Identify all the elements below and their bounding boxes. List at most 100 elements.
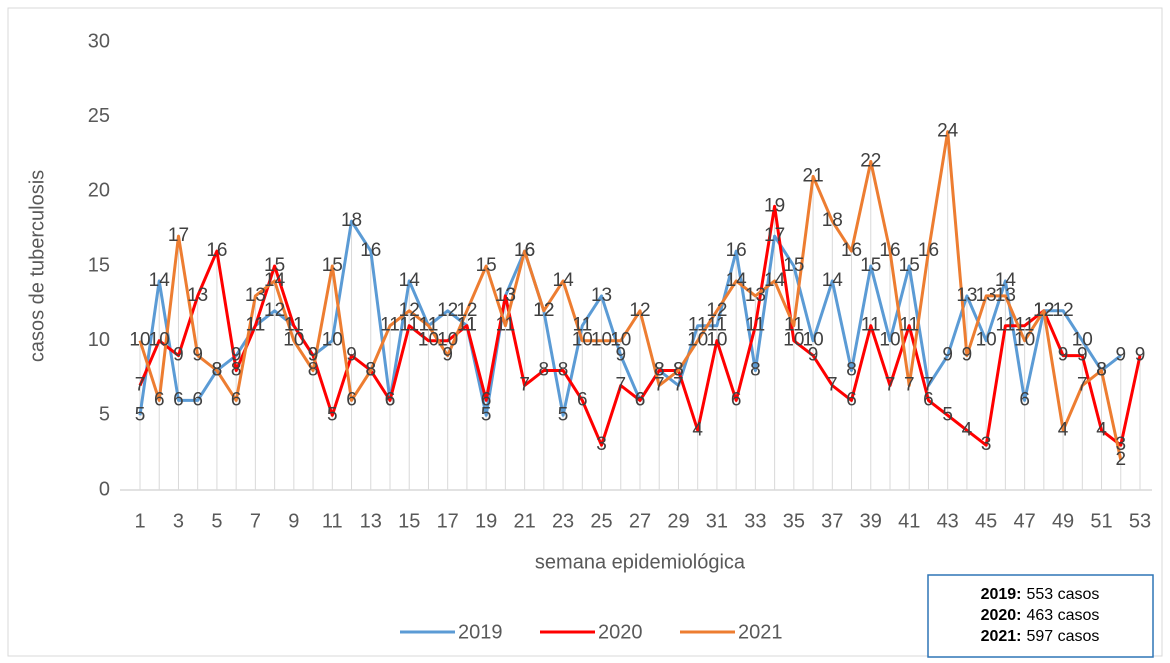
data-label: 11 <box>496 315 516 336</box>
data-label: 12 <box>629 300 650 321</box>
data-label: 12 <box>1033 300 1054 321</box>
y-tick-label: 15 <box>88 254 110 276</box>
legend-label: 2020 <box>598 621 643 643</box>
data-label: 12 <box>1033 300 1054 321</box>
data-label: 6 <box>173 389 184 410</box>
data-label: 13 <box>187 285 208 306</box>
data-label: 12 <box>399 300 420 321</box>
data-label: 5 <box>327 404 338 425</box>
series-line <box>138 204 1142 447</box>
data-label: 11 <box>746 315 766 336</box>
data-label: 18 <box>822 210 843 231</box>
data-label: 15 <box>783 255 804 276</box>
data-label: 12 <box>437 300 458 321</box>
series-line <box>138 130 1123 461</box>
data-label: 10 <box>572 330 593 351</box>
y-tick-label: 5 <box>99 404 110 426</box>
legend-label: 2019 <box>458 621 503 643</box>
data-label: 16 <box>879 240 900 261</box>
data-label: 8 <box>231 360 242 381</box>
data-label: 11 <box>246 315 266 336</box>
data-label: 9 <box>1077 345 1088 366</box>
data-label: 15 <box>322 255 343 276</box>
data-label: 9 <box>346 345 357 366</box>
data-label: 11 <box>996 315 1016 336</box>
data-label: 13 <box>245 285 266 306</box>
x-tick-label: 21 <box>513 510 535 532</box>
data-label: 9 <box>1135 345 1146 366</box>
y-axis-title: casos de tuberculosis <box>26 170 48 362</box>
summary-line: 2021: 597 casos <box>981 628 1100 645</box>
data-label: 10 <box>783 330 804 351</box>
data-label: 7 <box>1077 374 1088 395</box>
data-label: 11 <box>380 315 400 336</box>
data-label: 11 <box>784 315 804 336</box>
data-label: 6 <box>635 389 646 410</box>
data-label: 16 <box>514 240 535 261</box>
data-label: 13 <box>976 285 997 306</box>
data-label: 3 <box>981 434 992 455</box>
data-label: 21 <box>803 165 824 186</box>
x-tick-label: 37 <box>821 510 843 532</box>
data-label: 8 <box>212 360 223 381</box>
data-label: 14 <box>264 270 286 291</box>
data-label: 13 <box>591 285 612 306</box>
data-label: 9 <box>962 345 973 366</box>
data-label: 8 <box>673 360 684 381</box>
summary-year: 2020: <box>981 607 1022 624</box>
data-label: 16 <box>360 240 381 261</box>
data-label: 3 <box>1115 434 1126 455</box>
data-label: 6 <box>846 389 857 410</box>
data-label: 8 <box>308 360 319 381</box>
data-label: 12 <box>533 300 554 321</box>
data-label: 6 <box>192 389 203 410</box>
x-tick-label: 49 <box>1052 510 1074 532</box>
data-label: 9 <box>192 345 203 366</box>
data-label: 9 <box>942 345 953 366</box>
summary-box <box>927 574 1154 658</box>
data-label: 10 <box>437 330 458 351</box>
data-label: 14 <box>995 270 1017 291</box>
data-label: 9 <box>231 345 242 366</box>
data-label: 8 <box>365 360 376 381</box>
x-tick-label: 13 <box>360 510 382 532</box>
data-label: 9 <box>173 345 184 366</box>
x-tick-label: 3 <box>173 510 184 532</box>
data-label: 5 <box>481 404 492 425</box>
data-label: 7 <box>615 374 626 395</box>
data-label: 11 <box>284 315 304 336</box>
data-label: 8 <box>1096 360 1107 381</box>
data-label: 13 <box>995 285 1016 306</box>
data-label: 10 <box>322 330 343 351</box>
y-tick-label: 30 <box>88 30 110 52</box>
data-label: 10 <box>1072 330 1093 351</box>
summary-year: 2021: <box>981 628 1022 645</box>
data-label: 7 <box>827 374 838 395</box>
data-label: 15 <box>264 255 285 276</box>
data-label: 4 <box>692 419 703 440</box>
data-label: 12 <box>706 300 727 321</box>
data-label: 4 <box>1058 419 1069 440</box>
data-label: 5 <box>135 404 146 425</box>
data-label: 9 <box>442 345 453 366</box>
data-label: 14 <box>149 270 171 291</box>
x-tick-label: 33 <box>744 510 766 532</box>
x-axis-title: semana epidemiológica <box>535 551 746 573</box>
data-label: 14 <box>726 270 748 291</box>
chart-border <box>7 7 1163 657</box>
data-label: 10 <box>803 330 824 351</box>
data-label: 3 <box>596 434 607 455</box>
data-label: 14 <box>822 270 844 291</box>
x-tick-label: 15 <box>398 510 420 532</box>
data-label: 7 <box>904 374 915 395</box>
data-label: 19 <box>764 195 785 216</box>
data-label: 8 <box>365 360 376 381</box>
data-label: 24 <box>937 121 959 142</box>
data-label: 13 <box>956 285 977 306</box>
data-label: 12 <box>533 300 554 321</box>
data-label: 6 <box>385 389 396 410</box>
x-tick-label: 9 <box>288 510 299 532</box>
data-label: 17 <box>764 225 785 246</box>
y-tick-label: 10 <box>88 329 110 351</box>
data-label: 10 <box>418 330 439 351</box>
